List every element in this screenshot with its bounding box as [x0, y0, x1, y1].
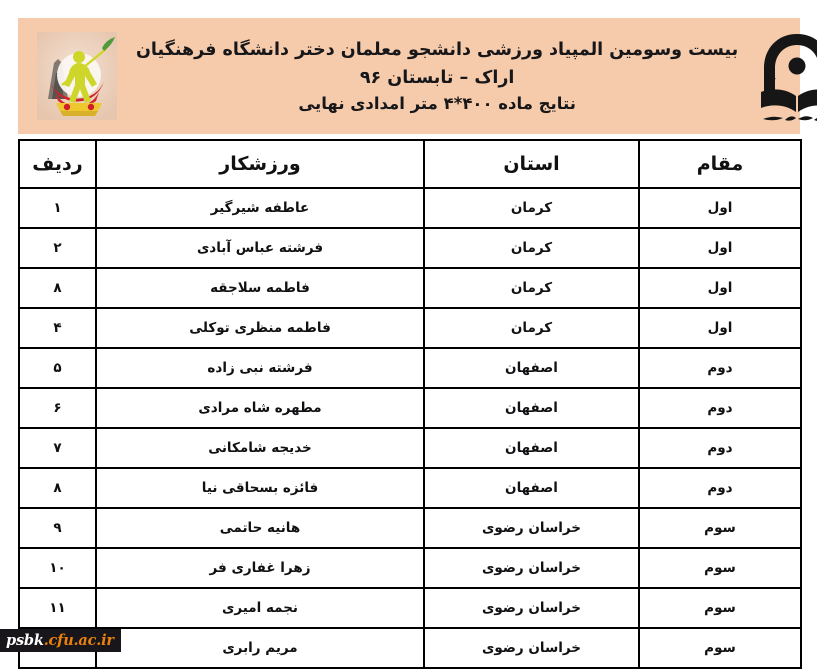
- cell-radif: ۱۱: [18, 587, 97, 629]
- farhangian-university-logo: [738, 18, 817, 134]
- cell-athlete: فاطمه منظری توکلی: [95, 307, 425, 349]
- cell-province: خراسان رضوی: [423, 507, 640, 549]
- cell-radif: ۱: [18, 187, 97, 229]
- cell-rank: دوم: [638, 387, 802, 429]
- cell-radif: ۶: [18, 387, 97, 429]
- column-header-province: استان: [423, 139, 640, 189]
- cell-rank: سوم: [638, 587, 802, 629]
- cell-athlete: فرشته عباس آبادی: [95, 227, 425, 269]
- cell-rank: سوم: [638, 627, 802, 669]
- header-titles: بیست وسومین المپیاد ورزشی دانشجو معلمان …: [136, 18, 738, 134]
- cell-radif: ۸: [18, 267, 97, 309]
- cell-radif: ۴: [18, 307, 97, 349]
- column-header-rank: مقام: [638, 139, 802, 189]
- table-row: دوم اصفهان مطهره شاه مرادی ۶: [18, 387, 802, 429]
- cell-rank: سوم: [638, 547, 802, 589]
- cell-radif: ۹: [18, 507, 97, 549]
- cell-rank: اول: [638, 227, 802, 269]
- cell-athlete: مریم رابری: [95, 627, 425, 669]
- cell-province: کرمان: [423, 187, 640, 229]
- table-row: سوم خراسان رضوی مریم رابری ۱۲: [18, 627, 802, 669]
- title-line-1: بیست وسومین المپیاد ورزشی دانشجو معلمان …: [136, 40, 739, 61]
- cell-athlete: زهرا غفاری فر: [95, 547, 425, 589]
- cell-province: خراسان رضوی: [423, 587, 640, 629]
- cell-province: کرمان: [423, 307, 640, 349]
- cell-rank: اول: [638, 187, 802, 229]
- cell-province: خراسان رضوی: [423, 547, 640, 589]
- cell-province: اصفهان: [423, 467, 640, 509]
- table-row: سوم خراسان رضوی هانیه حاتمی ۹: [18, 507, 802, 549]
- table-row: سوم خراسان رضوی نجمه امیری ۱۱: [18, 587, 802, 629]
- cell-radif: ۲: [18, 227, 97, 269]
- cell-rank: دوم: [638, 467, 802, 509]
- cell-athlete: فرشته نبی زاده: [95, 347, 425, 389]
- table-header-row: مقام استان ورزشکار ردیف: [18, 139, 802, 189]
- table-row: سوم خراسان رضوی زهرا غفاری فر ۱۰: [18, 547, 802, 589]
- cell-radif: ۵: [18, 347, 97, 389]
- cell-radif: ۱۰: [18, 547, 97, 589]
- cell-rank: اول: [638, 267, 802, 309]
- cell-province: کرمان: [423, 267, 640, 309]
- cell-rank: اول: [638, 307, 802, 349]
- table-row: دوم اصفهان فرشته نبی زاده ۵: [18, 347, 802, 389]
- cell-rank: دوم: [638, 427, 802, 469]
- olympiad-emblem-logo: [18, 18, 136, 134]
- table-row: دوم اصفهان فائزه بسحاقی نیا ۸: [18, 467, 802, 509]
- cell-rank: سوم: [638, 507, 802, 549]
- table-body: اول کرمان عاطفه شیرگیر ۱ اول کرمان فرشته…: [18, 187, 802, 669]
- column-header-radif: ردیف: [18, 139, 97, 189]
- site-watermark: psbk .cfu.ac.ir: [0, 629, 121, 652]
- cell-province: اصفهان: [423, 347, 640, 389]
- cell-athlete: فائزه بسحاقی نیا: [95, 467, 425, 509]
- cell-province: خراسان رضوی: [423, 627, 640, 669]
- table-row: اول کرمان فاطمه منظری توکلی ۴: [18, 307, 802, 349]
- cell-radif: ۸: [18, 467, 97, 509]
- table-row: اول کرمان فرشته عباس آبادی ۲: [18, 227, 802, 269]
- table-row: دوم اصفهان خدیجه شامکانی ۷: [18, 427, 802, 469]
- cell-athlete: عاطفه شیرگیر: [95, 187, 425, 229]
- title-line-3: نتایج ماده ۴۰۰*۴ متر امدادی نهایی: [298, 93, 576, 113]
- cell-rank: دوم: [638, 347, 802, 389]
- title-line-2: اراک – تابستان ۹۶: [359, 67, 515, 88]
- cell-province: اصفهان: [423, 427, 640, 469]
- cell-radif: ۷: [18, 427, 97, 469]
- watermark-text-primary: psbk: [6, 632, 44, 649]
- table-row: اول کرمان فاطمه سلاجقه ۸: [18, 267, 802, 309]
- header-banner: بیست وسومین المپیاد ورزشی دانشجو معلمان …: [18, 18, 817, 134]
- cell-athlete: هانیه حاتمی: [95, 507, 425, 549]
- cell-province: کرمان: [423, 227, 640, 269]
- watermark-text-domain: .cfu.ac.ir: [43, 632, 114, 649]
- cell-province: اصفهان: [423, 387, 640, 429]
- results-table: مقام استان ورزشکار ردیف اول کرمان عاطفه …: [18, 139, 802, 669]
- table-row: اول کرمان عاطفه شیرگیر ۱: [18, 187, 802, 229]
- cell-athlete: مطهره شاه مرادی: [95, 387, 425, 429]
- cell-athlete: فاطمه سلاجقه: [95, 267, 425, 309]
- cell-athlete: خدیجه شامکانی: [95, 427, 425, 469]
- column-header-athlete: ورزشکار: [95, 139, 425, 189]
- cell-athlete: نجمه امیری: [95, 587, 425, 629]
